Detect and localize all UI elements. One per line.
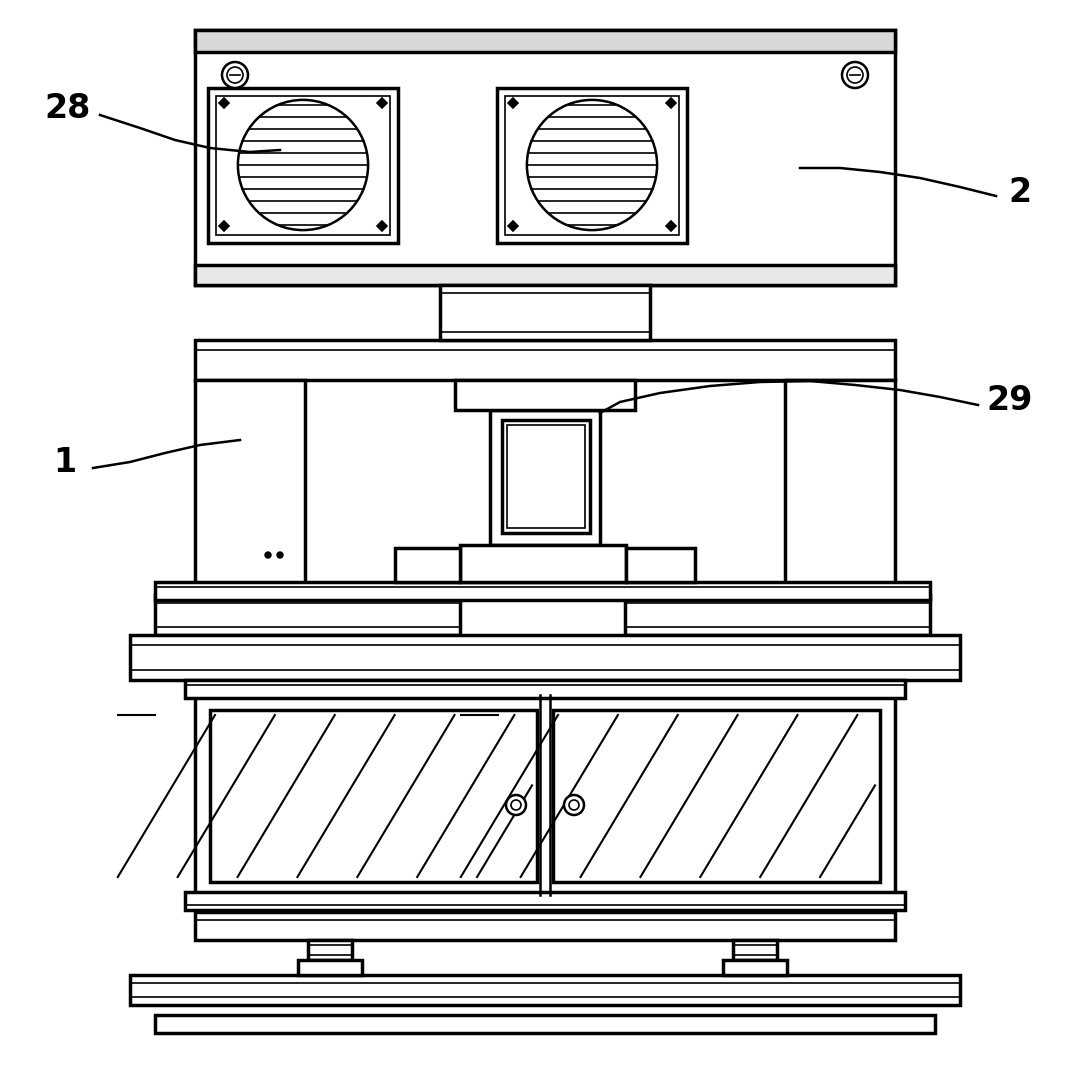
Circle shape: [227, 67, 243, 83]
Text: 29: 29: [987, 384, 1033, 417]
Bar: [507, 425, 585, 528]
Bar: [626, 595, 930, 635]
Bar: [455, 379, 635, 410]
Polygon shape: [219, 221, 229, 231]
Bar: [155, 1014, 935, 1033]
Polygon shape: [377, 98, 387, 108]
Text: 2: 2: [1009, 175, 1032, 208]
Text: 28: 28: [45, 92, 91, 124]
Text: 1: 1: [53, 446, 76, 479]
Polygon shape: [666, 221, 675, 231]
Circle shape: [842, 62, 868, 88]
Bar: [733, 940, 776, 960]
Circle shape: [277, 552, 283, 558]
Bar: [440, 285, 651, 340]
Bar: [155, 595, 460, 635]
Bar: [723, 960, 787, 975]
Bar: [502, 420, 590, 533]
Circle shape: [847, 67, 863, 83]
Bar: [185, 892, 905, 910]
Bar: [155, 582, 930, 600]
Bar: [626, 548, 695, 582]
Bar: [195, 265, 895, 285]
Bar: [195, 30, 895, 52]
Bar: [130, 635, 960, 680]
Bar: [553, 710, 880, 882]
Bar: [195, 695, 895, 895]
Polygon shape: [508, 98, 518, 108]
Circle shape: [506, 795, 526, 815]
Bar: [497, 88, 687, 243]
Bar: [195, 912, 895, 940]
Bar: [308, 940, 352, 960]
Circle shape: [265, 552, 272, 558]
Bar: [490, 410, 599, 545]
Polygon shape: [666, 98, 675, 108]
Circle shape: [569, 800, 579, 810]
Bar: [216, 96, 390, 235]
Bar: [505, 96, 679, 235]
Circle shape: [512, 800, 521, 810]
Polygon shape: [377, 221, 387, 231]
Bar: [185, 680, 905, 698]
Bar: [209, 88, 397, 243]
Bar: [195, 30, 895, 285]
Bar: [195, 340, 895, 379]
Circle shape: [238, 99, 368, 230]
Bar: [395, 548, 460, 582]
Polygon shape: [219, 98, 229, 108]
Bar: [785, 379, 895, 620]
Bar: [195, 379, 305, 620]
Bar: [210, 710, 536, 882]
Circle shape: [222, 62, 248, 88]
Bar: [298, 960, 362, 975]
Circle shape: [527, 99, 657, 230]
Polygon shape: [508, 221, 518, 231]
Bar: [460, 545, 626, 582]
Circle shape: [564, 795, 584, 815]
Bar: [130, 975, 960, 1005]
